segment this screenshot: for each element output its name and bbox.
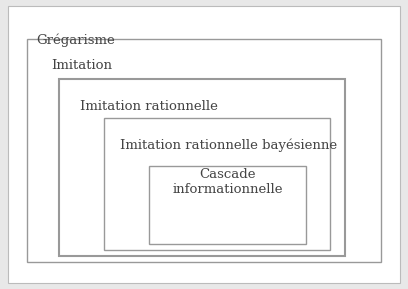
Text: Imitation: Imitation: [51, 59, 112, 72]
Text: Cascade
informationnelle: Cascade informationnelle: [173, 168, 283, 196]
Bar: [149, 166, 306, 244]
Text: Grégarisme: Grégarisme: [37, 33, 115, 47]
Bar: [104, 118, 330, 250]
Text: Imitation rationnelle: Imitation rationnelle: [80, 100, 217, 113]
Text: Imitation rationnelle bayésienne: Imitation rationnelle bayésienne: [120, 139, 337, 152]
Bar: [27, 39, 381, 262]
Bar: [59, 79, 345, 256]
